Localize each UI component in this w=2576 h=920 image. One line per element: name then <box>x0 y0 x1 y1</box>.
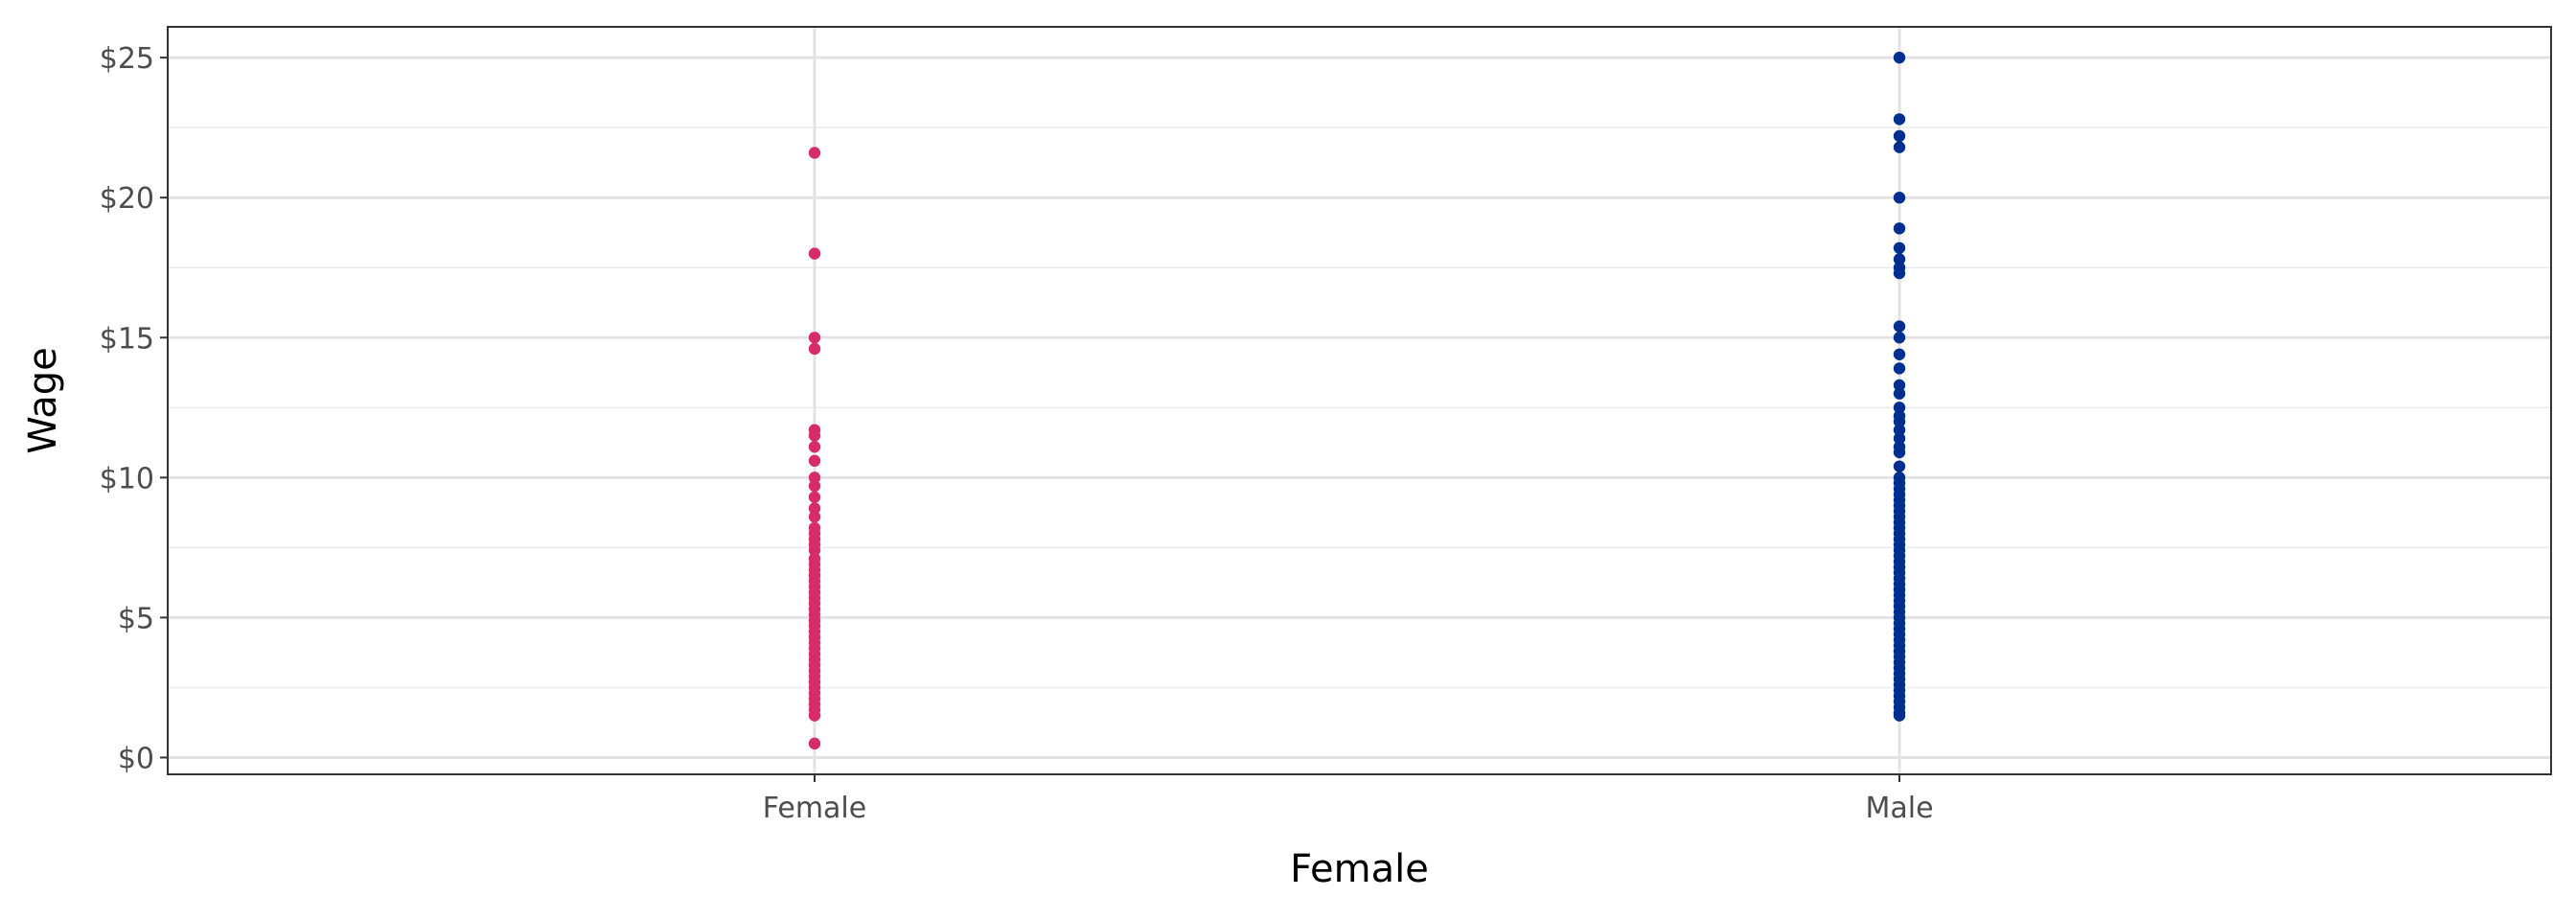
y-tick-label: $5 <box>118 602 154 635</box>
point-male <box>1893 432 1906 445</box>
point-male <box>1893 141 1906 153</box>
point-female <box>808 737 821 750</box>
point-male <box>1893 460 1906 472</box>
point-male <box>1893 424 1906 436</box>
point-female <box>808 454 821 468</box>
point-female <box>808 502 821 515</box>
x-tick-label: Male <box>1865 792 1933 825</box>
point-female <box>808 342 821 356</box>
point-female <box>808 332 821 344</box>
point-female <box>808 491 821 503</box>
point-female <box>808 441 821 453</box>
point-male <box>1893 113 1906 126</box>
point-male <box>1893 320 1906 333</box>
point-female <box>808 429 821 442</box>
point-male <box>1893 387 1906 400</box>
point-male <box>1893 266 1906 280</box>
point-male <box>1893 379 1906 392</box>
point-female <box>808 472 821 484</box>
point-female <box>808 511 821 523</box>
point-male <box>1893 222 1906 235</box>
point-male <box>1893 51 1906 64</box>
point-male <box>1893 709 1906 722</box>
point-female <box>808 479 821 493</box>
y-tick-label: $0 <box>118 742 154 775</box>
point-male <box>1893 402 1906 414</box>
x-tick-label: Female <box>763 792 866 825</box>
y-axis-title: Wage <box>21 347 65 454</box>
points-layer <box>808 51 1906 750</box>
point-male <box>1893 253 1906 265</box>
y-tick-label: $15 <box>100 322 154 356</box>
point-male <box>1893 129 1906 143</box>
point-male <box>1893 446 1906 459</box>
panel-border <box>167 26 2552 775</box>
point-male <box>1893 332 1906 344</box>
x-axis-title: Female <box>1290 847 1429 891</box>
point-female <box>808 247 821 260</box>
point-male <box>1893 192 1906 204</box>
point-female <box>808 544 821 557</box>
point-male <box>1893 242 1906 254</box>
point-male <box>1893 362 1906 375</box>
y-tick-label: $25 <box>100 42 154 76</box>
ticks-layer: $0 $5 $10 $15 $20 $25 Female Male <box>100 42 1934 825</box>
point-male <box>1893 348 1906 360</box>
point-female <box>808 709 821 722</box>
y-tick-label: $20 <box>100 182 154 216</box>
point-female <box>808 147 821 159</box>
y-tick-label: $10 <box>100 462 154 495</box>
point-male <box>1893 415 1906 428</box>
